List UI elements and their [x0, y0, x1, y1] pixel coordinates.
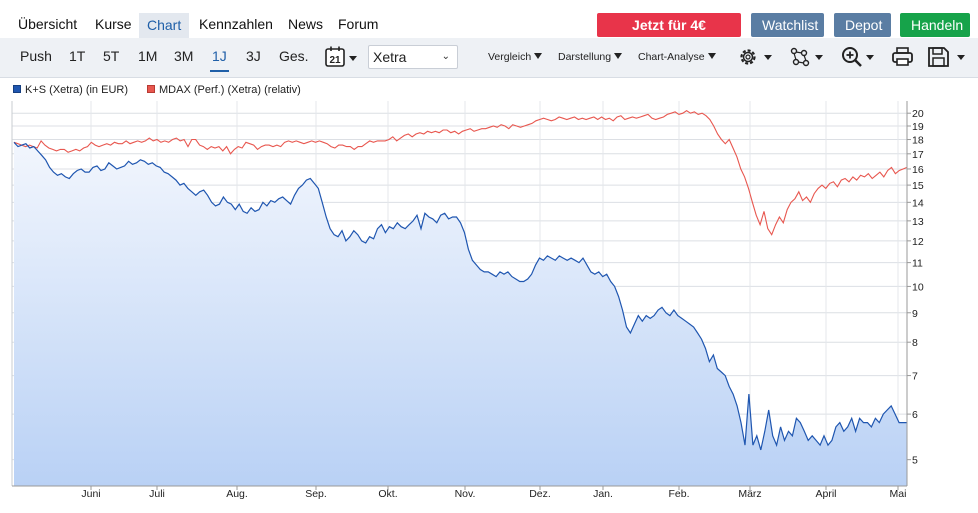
depot-button[interactable]: Depot [834, 13, 891, 37]
range-1m[interactable]: 1M [138, 48, 158, 64]
legend-label: MDAX (Perf.) (Xetra) (relativ) [159, 84, 301, 96]
save-icon [928, 47, 965, 67]
y-tick-label: 15 [912, 180, 924, 192]
save-button[interactable] [926, 45, 970, 69]
nav-tab-forum[interactable]: Forum [338, 16, 379, 32]
chevron-down-icon: ⌄ [441, 51, 450, 62]
range-gesamt[interactable]: Ges. [279, 48, 309, 64]
legend-swatch [13, 85, 21, 93]
indicator-icon [790, 47, 823, 67]
legend-item-mdax[interactable]: MDAX (Perf.) (Xetra) (relativ) [147, 84, 301, 96]
calendar-icon: 21 [325, 46, 357, 67]
print-button[interactable] [890, 45, 916, 69]
nav-tab-news[interactable]: News [288, 16, 324, 32]
print-icon [892, 47, 913, 66]
y-tick-label: 18 [912, 135, 924, 147]
trade-button[interactable]: Jetzt für 4€ handeln [597, 13, 741, 57]
legend-item-ks[interactable]: K+S (Xetra) (in EUR) [13, 84, 128, 96]
range-3j[interactable]: 3J [246, 48, 261, 64]
x-tick-label: Juli [149, 488, 165, 500]
calendar-button[interactable]: 21 [324, 45, 360, 69]
y-tick-label: 17 [912, 149, 924, 161]
y-tick-label: 6 [912, 409, 918, 421]
y-tick-label: 13 [912, 216, 924, 228]
x-tick-label: Jan. [593, 488, 613, 500]
caret-down-icon [534, 53, 543, 59]
x-tick-label: Feb. [668, 488, 689, 500]
chart-analyse-dropdown[interactable]: Chart-Analyse [638, 51, 716, 63]
darstellung-label: Darstellung [558, 51, 612, 63]
y-tick-label: 5 [912, 455, 918, 467]
caret-down-icon [707, 53, 716, 59]
toolbar-right: Vergleich Darstellung Chart-Analyse [0, 38, 978, 78]
y-tick-label: 19 [912, 121, 924, 133]
y-tick-label: 9 [912, 308, 918, 320]
x-tick-label: März [738, 488, 761, 500]
range-push[interactable]: Push [20, 48, 52, 64]
legend-label: K+S (Xetra) (in EUR) [25, 84, 128, 96]
nav-tab-kennzahlen[interactable]: Kennzahlen [199, 16, 273, 32]
nav-tab-uebersicht[interactable]: Übersicht [18, 16, 78, 32]
y-tick-label: 16 [912, 164, 924, 176]
y-tick-label: 11 [912, 258, 923, 270]
gear-icon [740, 49, 772, 65]
darstellung-dropdown[interactable]: Darstellung [558, 51, 623, 63]
x-tick-label: Sep. [305, 488, 327, 500]
x-tick-label: Aug. [226, 488, 248, 500]
zoom-icon [842, 47, 874, 67]
y-tick-label: 10 [912, 281, 924, 293]
y-tick-label: 20 [912, 108, 924, 120]
x-tick-label: Juni [81, 488, 100, 500]
legend-swatch [147, 85, 155, 93]
series-line-mdax [13, 110, 908, 236]
exchange-value: Xetra [373, 49, 407, 65]
exchange-select[interactable]: Xetra ⌄ [368, 45, 458, 69]
range-3m[interactable]: 3M [174, 48, 194, 64]
series-area-ks [14, 142, 907, 487]
vergleich-dropdown[interactable]: Vergleich [488, 51, 543, 63]
x-tick-label: Mai [890, 488, 907, 500]
range-1j[interactable]: 1J [210, 48, 229, 72]
range-5t[interactable]: 5T [103, 48, 120, 64]
indicator-button[interactable] [788, 45, 826, 69]
calendar-day: 21 [329, 55, 341, 66]
chart-analyse-label: Chart-Analyse [638, 51, 705, 63]
x-tick-label: Okt. [378, 488, 397, 500]
handeln-button[interactable]: Handeln [900, 13, 970, 37]
y-tick-label: 12 [912, 236, 924, 248]
x-tick-label: Dez. [529, 488, 551, 500]
chart-toolbar: Push 1T 5T 1M 3M 1J 3J Ges. 21 [0, 38, 978, 78]
x-tick-label: Nov. [455, 488, 476, 500]
range-1t[interactable]: 1T [69, 48, 86, 64]
nav-tab-kurse[interactable]: Kurse [95, 16, 132, 32]
vergleich-label: Vergleich [488, 51, 532, 63]
y-tick-label: 8 [912, 337, 918, 349]
zoom-button[interactable] [840, 45, 878, 69]
caret-down-icon [614, 53, 623, 59]
top-navigation: Übersicht Kurse Chart Kennzahlen News Fo… [0, 0, 978, 57]
nav-tab-chart[interactable]: Chart [139, 13, 190, 38]
settings-button[interactable] [737, 45, 775, 69]
series-line-ks [13, 141, 907, 451]
y-tick-label: 14 [912, 197, 924, 209]
x-tick-label: April [815, 488, 836, 500]
watchlist-button[interactable]: Watchlist [751, 13, 824, 37]
y-tick-label: 7 [912, 371, 918, 383]
